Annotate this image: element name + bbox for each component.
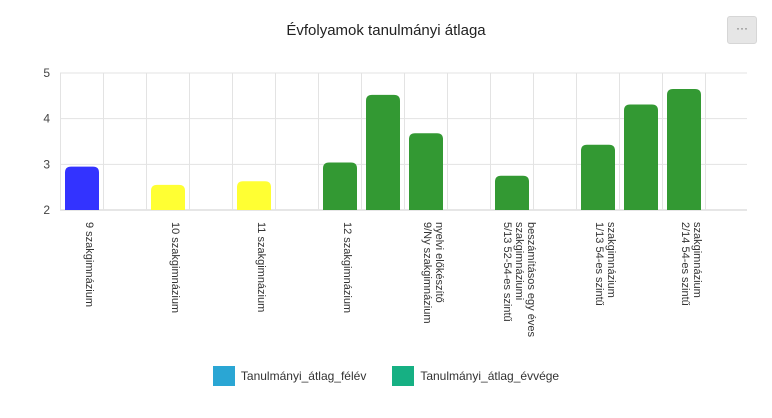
bar[interactable] [366,94,400,210]
x-tick-label: 1/13 54-es szintű [593,222,605,306]
y-tick-label: 3 [43,157,50,171]
bar[interactable] [667,88,701,210]
y-tick-label: 5 [43,66,50,80]
bar[interactable] [151,184,185,210]
legend-label-evvege: Tanulmányi_átlag_évvége [420,369,560,383]
x-tick-label: 10 szakgimnázium [169,222,181,313]
x-tick-label: 12 szakgimnázium [341,222,353,313]
x-tick-label: szakgimnáziumi [513,222,525,300]
legend-swatch-evvege [392,366,415,386]
y-tick-label: 2 [43,203,50,217]
x-tick-label: nyelvi előkészítő [433,222,445,303]
bar[interactable] [581,144,615,210]
x-tick-label: 9 szakgimnázium [83,222,95,307]
x-tick-label: 2/14 54-es szintű [679,222,691,306]
bar[interactable] [624,104,658,210]
x-tick-label: 9/Ny szakgimnázium [421,222,433,323]
bar[interactable] [65,166,99,210]
x-tick-label: 5/13 52-54-es szintű [501,222,513,322]
bar[interactable] [495,175,529,210]
bar[interactable] [237,181,271,210]
y-tick-label: 4 [43,112,50,126]
legend-item-evvege[interactable]: Tanulmányi_átlag_évvége [392,366,559,386]
x-tick-label: szakgimnázium [691,222,703,298]
legend-item-felev[interactable]: Tanulmányi_átlag_félév [212,366,367,386]
chart-title: Évfolyamok tanulmányi átlaga [286,22,486,39]
bar[interactable] [323,162,357,210]
chart-legend: Tanulmányi_átlag_félév Tanulmányi_átlag_… [0,366,772,386]
x-tick-label: szakgimnázium [605,222,617,298]
x-tick-label: beszámításos egy éves [525,222,537,337]
x-tick-label: 11 szakgimnázium [255,222,267,312]
bar[interactable] [409,133,443,210]
legend-label-felev: Tanulmányi_átlag_félév [240,369,367,383]
legend-swatch-felev [212,366,235,386]
chart-menu-button[interactable]: ··· [727,16,757,44]
